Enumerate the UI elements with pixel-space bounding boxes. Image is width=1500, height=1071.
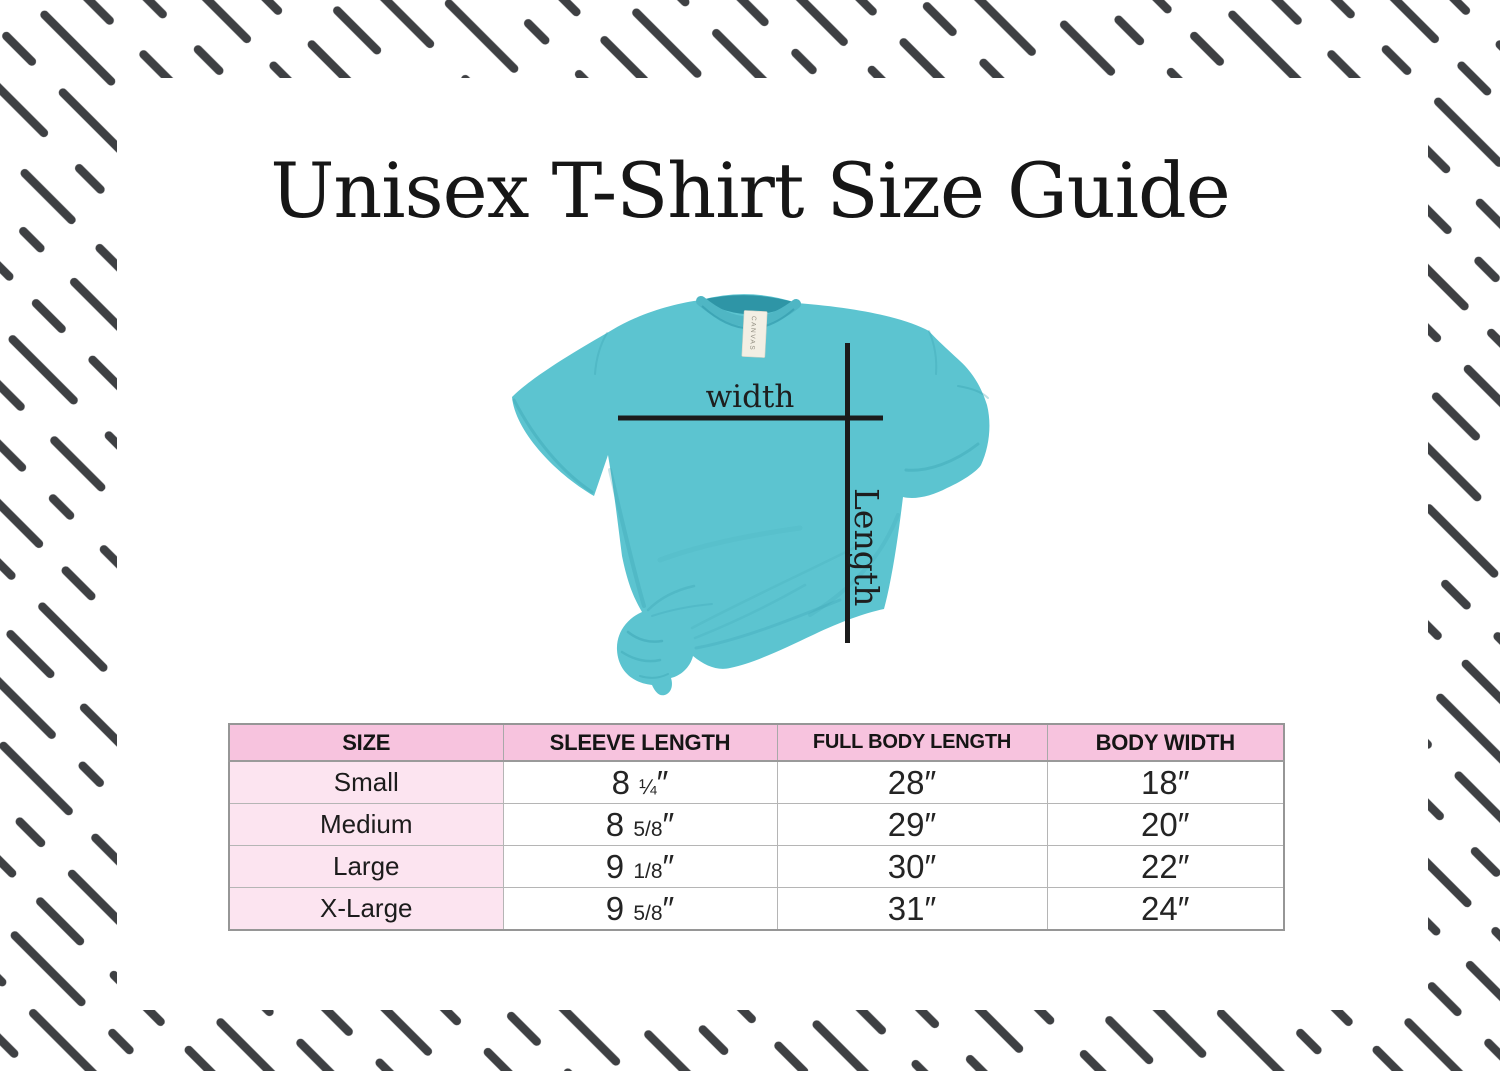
table-row-medium: Medium 8 5/8″ 29″ 20″: [228, 803, 1285, 846]
sleeve-length-value: 9 1/8″: [502, 845, 778, 888]
body-width-value: 24″: [1046, 887, 1285, 931]
full-body-length-value: 31″: [776, 887, 1048, 931]
full-body-length-value: 30″: [776, 845, 1048, 888]
tshirt-body: [512, 294, 990, 696]
header-size: SIZE: [228, 723, 504, 762]
size-value: Small: [228, 760, 504, 804]
tshirt-diagram: CANVAS width Length: [512, 294, 990, 696]
size-value: X-Large: [228, 887, 504, 931]
fabric-folds: [512, 330, 989, 679]
collar-tag-text: CANVAS: [748, 316, 757, 352]
size-table: SIZE SLEEVE LENGTH FULL BODY LENGTH BODY…: [228, 723, 1285, 931]
table-row-x-large: X-Large 9 5/8″ 31″ 24″: [228, 887, 1285, 931]
width-label: width: [706, 379, 795, 415]
full-body-length-value: 29″: [776, 803, 1048, 846]
length-label: Length: [847, 488, 886, 606]
header-full-body-length: FULL BODY LENGTH: [776, 723, 1048, 762]
body-width-value: 22″: [1046, 845, 1285, 888]
header-body-width: BODY WIDTH: [1046, 723, 1285, 762]
table-row-large: Large 9 1/8″ 30″ 22″: [228, 845, 1285, 888]
table-row-small: Small 8 ¼″ 28″ 18″: [228, 760, 1285, 804]
collar-tag: CANVAS: [741, 310, 768, 358]
size-value: Large: [228, 845, 504, 888]
neck-opening: [701, 295, 797, 315]
header-sleeve-length: SLEEVE LENGTH: [502, 723, 778, 762]
body-width-value: 18″: [1046, 760, 1285, 804]
full-body-length-value: 28″: [776, 760, 1048, 804]
page-title: Unisex T-Shirt Size Guide: [270, 146, 1230, 235]
sleeve-length-value: 9 5/8″: [502, 887, 778, 931]
size-table-header-row: SIZE SLEEVE LENGTH FULL BODY LENGTH BODY…: [228, 723, 1285, 762]
size-value: Medium: [228, 803, 504, 846]
body-width-value: 20″: [1046, 803, 1285, 846]
sleeve-length-value: 8 5/8″: [502, 803, 778, 846]
sleeve-length-value: 8 ¼″: [502, 760, 778, 804]
